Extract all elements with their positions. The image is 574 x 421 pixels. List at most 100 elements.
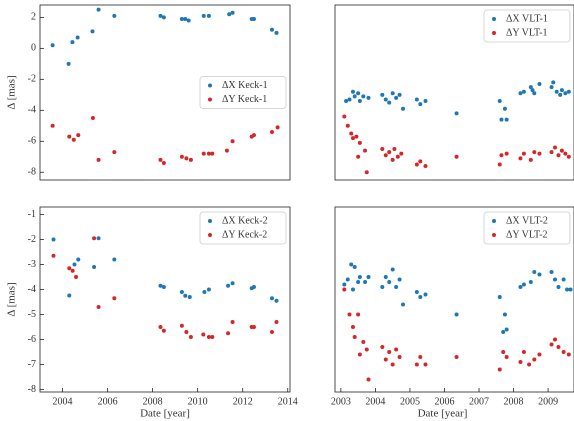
data-point (366, 95, 371, 100)
data-point (532, 357, 537, 362)
data-point (549, 342, 554, 347)
data-point (454, 111, 459, 116)
data-point (401, 106, 406, 111)
data-point (554, 89, 559, 94)
x-tick-label: 2008 (143, 396, 163, 407)
data-point (553, 277, 558, 282)
data-point (96, 236, 101, 241)
data-point (390, 362, 395, 367)
data-point (537, 81, 542, 86)
y-tick-label: -1 (28, 209, 36, 220)
legend-marker (492, 219, 496, 223)
data-point (269, 330, 274, 334)
data-point (387, 150, 392, 155)
data-point (561, 350, 566, 354)
data-point (380, 92, 385, 97)
panel: ΔX VLT-1 ΔY VLT-1 (334, 4, 574, 181)
data-point (387, 100, 392, 105)
data-point (161, 160, 166, 165)
data-point (230, 281, 235, 286)
legend-marker (492, 31, 496, 35)
data-point (387, 350, 392, 354)
data-point (502, 312, 507, 317)
legend: ΔX VLT-2 ΔY VLT-2 (483, 211, 571, 245)
data-point (51, 253, 56, 258)
y-axis-label: Δ [mas] (6, 75, 18, 109)
data-point (504, 151, 509, 156)
data-point (499, 153, 504, 158)
data-point (501, 350, 506, 354)
data-point (342, 114, 347, 119)
data-point (521, 151, 526, 156)
data-point (383, 97, 388, 102)
data-point (357, 352, 362, 357)
data-point (454, 312, 459, 317)
data-point (347, 97, 352, 102)
data-point (568, 287, 573, 292)
y-tick-label: -4 (28, 105, 36, 116)
data-point (364, 347, 369, 352)
x-tick-label: 2014 (278, 396, 298, 407)
data-point (158, 325, 163, 329)
data-point (201, 13, 206, 18)
data-point (112, 150, 117, 155)
data-point (528, 157, 533, 162)
x-tick-label: 2004 (53, 396, 73, 407)
data-point (342, 287, 347, 292)
data-point (454, 355, 459, 359)
data-point (350, 287, 355, 292)
data-point (383, 153, 388, 158)
data-point (528, 85, 533, 90)
legend-label: ΔX VLT-2 (506, 215, 548, 226)
data-point (537, 151, 542, 156)
data-point (499, 117, 504, 122)
data-point (70, 268, 75, 273)
data-point (179, 16, 184, 21)
data-point (397, 277, 402, 282)
x-tick-label: 2006 (434, 396, 454, 407)
data-point (559, 148, 564, 153)
legend-label: ΔY Keck-1 (222, 94, 267, 105)
x-axis-label: Date [year] (140, 408, 190, 420)
data-point (563, 151, 568, 156)
data-point (112, 257, 117, 262)
data-point (497, 99, 502, 104)
data-point (112, 296, 117, 301)
x-tick-label: 2004 (365, 396, 385, 407)
data-point (380, 345, 385, 349)
legend-marker (208, 233, 212, 237)
data-point (224, 148, 229, 153)
data-point (179, 290, 184, 294)
y-tick-label: -6 (28, 334, 36, 345)
data-point (418, 355, 423, 359)
plot-frame (334, 206, 574, 393)
plot-frame (39, 4, 291, 181)
data-point (380, 147, 385, 152)
data-point (352, 335, 357, 339)
data-point (269, 129, 274, 134)
data-point (366, 275, 371, 279)
data-point (397, 355, 402, 359)
data-point (226, 283, 231, 288)
data-point (179, 154, 184, 159)
data-point (269, 27, 274, 32)
data-point (532, 270, 537, 274)
data-point (566, 154, 571, 159)
data-point (74, 275, 79, 279)
data-point (230, 139, 235, 144)
legend-label: ΔY VLT-2 (506, 229, 548, 240)
data-point (342, 282, 347, 287)
data-point (90, 29, 95, 34)
data-point (394, 347, 399, 352)
data-point (230, 320, 235, 324)
data-point (530, 88, 535, 93)
data-point (423, 99, 428, 104)
data-point (561, 277, 566, 282)
data-point (345, 277, 350, 282)
data-point (527, 362, 532, 367)
y-tick-label: -3 (28, 259, 36, 270)
data-point (394, 285, 399, 289)
data-point (383, 357, 388, 362)
data-point (556, 285, 561, 289)
data-point (210, 151, 215, 156)
